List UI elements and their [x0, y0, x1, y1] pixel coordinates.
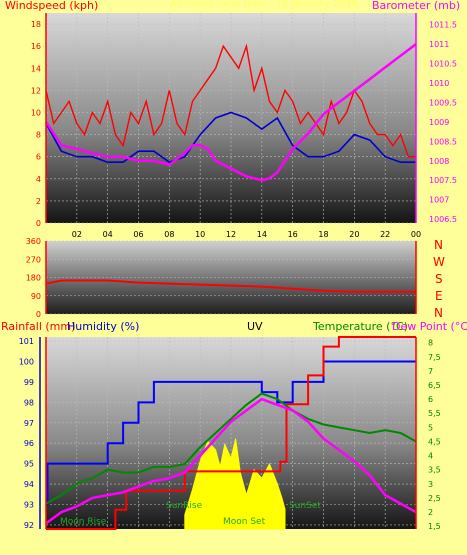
wind-tick-label: 18: [31, 20, 41, 29]
humidity-tick-label: 93: [24, 500, 34, 509]
moonset-marker-label: Moon Set: [223, 517, 266, 527]
barometer-axis-label: Barometer (mb): [372, 0, 461, 12]
temperature-tick-label: 3,5: [428, 466, 441, 475]
temperature-line: [45, 392, 417, 505]
temperature-tick-label: 6: [428, 395, 433, 404]
compass-n-bottom: N: [434, 306, 443, 320]
baro-tick-label: 1006.5: [429, 215, 457, 224]
compass-s: S: [435, 272, 443, 286]
temperature-tick-label: 5: [428, 423, 433, 432]
wind-tick-label: 16: [31, 42, 41, 51]
wind-tick-label: 4: [36, 175, 41, 184]
wind-tick-label: 14: [31, 64, 41, 73]
wind-tick-label: 0: [36, 219, 41, 228]
rainfall-line: [46, 336, 416, 530]
baro-tick-label: 1011.5: [429, 21, 457, 30]
temperature-tick-label: 5,5: [428, 409, 441, 418]
baro-tick-label: 1010: [429, 79, 449, 88]
temperature-tick-label: 7: [428, 367, 433, 376]
humidity-tick-label: 92: [24, 521, 34, 530]
wind-direction-line: [45, 279, 416, 293]
humidity-tick-label: 98: [24, 398, 34, 407]
time-tick-label: 22: [380, 230, 390, 239]
baro-tick-label: 1011: [429, 40, 449, 49]
sunset-marker-label: SunSet: [289, 501, 321, 511]
humidity-line: [46, 360, 416, 506]
time-tick-label: 00: [411, 230, 421, 239]
time-tick-label: 02: [72, 230, 82, 239]
time-tick-label: 10: [195, 230, 205, 239]
time-tick-label: 16: [288, 230, 298, 239]
chart-subtitle: All times local time - 10 January 2018: [170, 0, 359, 10]
sunrise-marker-label: SunRise: [166, 501, 203, 511]
direction-tick-label: 360: [26, 237, 41, 246]
wind-tick-label: 2: [36, 197, 41, 206]
temperature-tick-label: 3: [428, 480, 433, 489]
direction-tick-label: 90: [31, 292, 41, 301]
humidity-tick-label: 101: [19, 337, 34, 346]
wind-tick-label: 6: [36, 153, 41, 162]
time-tick-label: 08: [164, 230, 174, 239]
wind-tick-label: 12: [31, 86, 41, 95]
temperature-tick-label: 6,5: [428, 381, 441, 390]
dewpoint-line: [45, 397, 417, 525]
time-tick-label: 06: [133, 230, 143, 239]
direction-tick-label: 0: [36, 310, 41, 319]
windspeed-axis-label: Windspeed (kph): [5, 0, 99, 12]
time-tick-label: 14: [257, 230, 267, 239]
temperature-tick-label: 2,5: [428, 494, 441, 503]
humidity-tick-label: 94: [24, 480, 34, 489]
compass-w: W: [433, 255, 445, 269]
temperature-tick-label: 1,5: [428, 522, 441, 531]
baro-tick-label: 1010.5: [429, 60, 457, 69]
wind-tick-label: 8: [36, 131, 41, 140]
avg-wind-line: [45, 111, 416, 164]
temperature-tick-label: 8: [428, 339, 433, 348]
humidity-tick-label: 96: [24, 439, 34, 448]
direction-tick-label: 180: [26, 274, 41, 283]
baro-tick-label: 1009.5: [429, 98, 457, 107]
time-tick-label: 04: [103, 230, 113, 239]
temperature-tick-label: 7,5: [428, 353, 441, 362]
humidity-axis-label: Humidity (%): [67, 320, 140, 333]
temperature-axis-label: Temperature (°C): [313, 320, 408, 333]
baro-tick-label: 1008: [429, 157, 449, 166]
time-tick-label: 20: [349, 230, 359, 239]
time-tick-label: 18: [318, 230, 328, 239]
compass-n-top: N: [434, 238, 443, 252]
temperature-tick-label: 2: [428, 508, 433, 517]
dewpoint-axis-label: Dew Point (°C): [392, 320, 467, 333]
compass-e: E: [435, 289, 443, 303]
baro-tick-label: 1009: [429, 118, 449, 127]
time-tick-label: 12: [226, 230, 236, 239]
wind-tick-label: 10: [31, 108, 41, 117]
direction-tick-label: 270: [26, 255, 41, 264]
temperature-tick-label: 4: [428, 452, 433, 461]
temperature-tick-label: 4,5: [428, 437, 441, 446]
barometer-line: [44, 43, 417, 182]
humidity-tick-label: 99: [24, 378, 34, 387]
humidity-tick-label: 97: [24, 419, 34, 428]
humidity-tick-label: 95: [24, 460, 34, 469]
uv-axis-label: UV: [247, 320, 263, 333]
uv-area: [184, 438, 286, 530]
rainfall-axis-label: Rainfall (mm): [1, 320, 76, 333]
moonrise-marker-label: Moon Rise: [60, 517, 107, 527]
humidity-tick-label: 100: [19, 358, 34, 367]
baro-tick-label: 1007.5: [429, 176, 457, 185]
baro-tick-label: 1007: [429, 196, 449, 205]
baro-tick-label: 1008.5: [429, 137, 457, 146]
